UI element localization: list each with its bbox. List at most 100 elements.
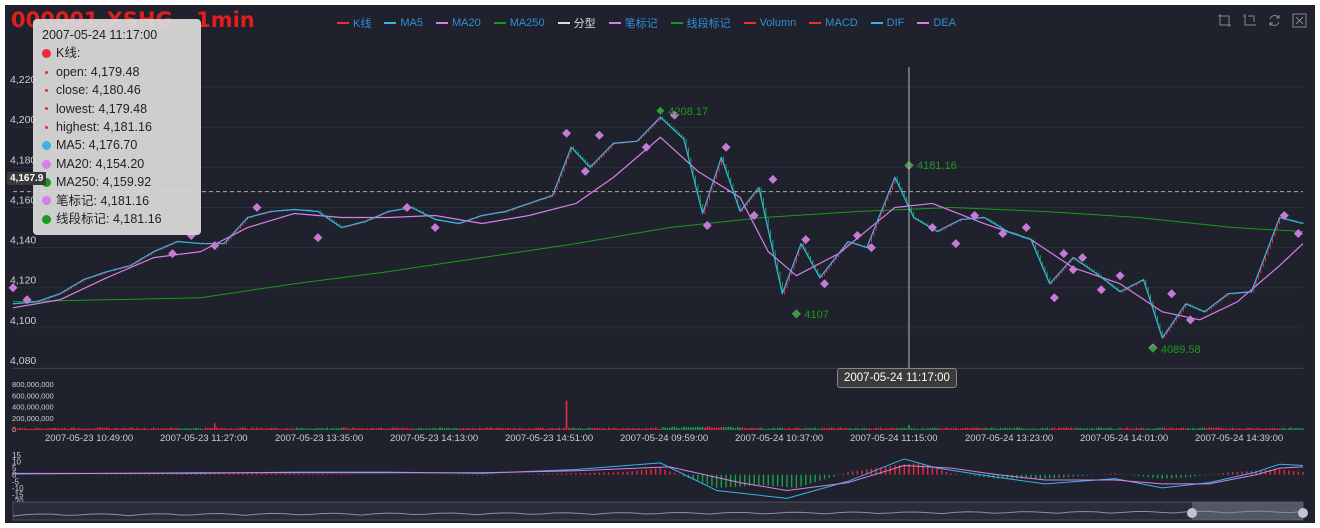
macd-bar bbox=[251, 473, 253, 475]
volume-bar bbox=[1210, 427, 1213, 430]
volume-bar bbox=[335, 428, 338, 430]
bi-marker bbox=[820, 279, 830, 289]
zoom-rect-icon[interactable] bbox=[1217, 13, 1232, 28]
volume-bar bbox=[945, 427, 948, 430]
zoom-reset-icon[interactable] bbox=[1242, 13, 1257, 28]
volume-bar bbox=[178, 428, 181, 430]
legend-item[interactable]: MA20 bbox=[435, 15, 481, 31]
volume-bar bbox=[896, 428, 899, 430]
bi-marker bbox=[749, 210, 759, 220]
volume-bar bbox=[1102, 428, 1105, 430]
macd-bar bbox=[978, 474, 981, 477]
bi-marker bbox=[402, 202, 412, 212]
legend-item[interactable]: 线段标记 bbox=[670, 15, 731, 31]
volume-bar bbox=[905, 428, 908, 430]
macd-bar bbox=[1044, 474, 1046, 479]
volume-bar bbox=[659, 428, 662, 430]
volume-bar bbox=[328, 428, 331, 430]
y-tick-label: 4,080 bbox=[10, 355, 36, 367]
macd-bar bbox=[790, 474, 793, 488]
volume-bar bbox=[87, 428, 89, 430]
legend-item[interactable]: K线 bbox=[337, 15, 371, 31]
volume-bar bbox=[136, 427, 139, 430]
volume-bar bbox=[537, 427, 540, 430]
macd-bar bbox=[195, 473, 197, 475]
volume-bar bbox=[14, 428, 17, 430]
volume-bar bbox=[776, 427, 779, 430]
macd-bar bbox=[725, 474, 727, 488]
volume-bar bbox=[1027, 428, 1030, 430]
legend-item[interactable]: DEA bbox=[917, 15, 956, 31]
volume-bar bbox=[150, 428, 153, 430]
volume-bar bbox=[56, 427, 59, 430]
volume-bar bbox=[645, 427, 648, 430]
volume-bar bbox=[406, 428, 408, 430]
macd-bar bbox=[1292, 471, 1295, 475]
volume-bar bbox=[680, 427, 683, 430]
volume-bar bbox=[589, 427, 591, 430]
volume-bar bbox=[1126, 427, 1128, 430]
volume-bar bbox=[206, 427, 209, 430]
volume-bar bbox=[1288, 427, 1290, 430]
macd-tick-label: 5 bbox=[12, 464, 17, 473]
macd-bar bbox=[331, 474, 333, 475]
datazoom-handle-left[interactable] bbox=[1187, 508, 1197, 518]
macd-bar bbox=[204, 473, 207, 475]
macd-bar bbox=[823, 474, 826, 480]
macd-bar bbox=[931, 467, 934, 475]
volume-bar bbox=[593, 428, 596, 430]
volume-bar bbox=[265, 428, 268, 430]
volume-bar bbox=[134, 428, 136, 430]
legend-swatch bbox=[557, 22, 570, 24]
volume-bar bbox=[772, 427, 774, 430]
kline-chart[interactable]: 4,080 4,100 4,120 4,140 4,160 4,180 4,200 4,220… bbox=[5, 5, 1315, 523]
volume-bar bbox=[230, 428, 232, 430]
macd-bar bbox=[1222, 473, 1224, 475]
tooltip-row: MA5: 4,176.70 bbox=[42, 136, 192, 154]
save-image-icon[interactable] bbox=[1292, 13, 1307, 28]
volume-bar bbox=[1070, 427, 1072, 430]
y-tick-label: 4,100 bbox=[10, 315, 36, 327]
macd-bar bbox=[1255, 470, 1257, 475]
volume-bar bbox=[366, 428, 368, 430]
macd-bar bbox=[1114, 473, 1117, 475]
volume-bar bbox=[804, 427, 807, 430]
legend-label: MACD bbox=[825, 17, 858, 29]
macd-bar bbox=[481, 474, 483, 476]
macd-bar bbox=[898, 464, 901, 475]
macd-bar bbox=[12, 474, 14, 476]
legend-item[interactable]: MACD bbox=[809, 15, 858, 31]
volume-bar bbox=[704, 427, 706, 430]
legend-item[interactable]: 笔标记 bbox=[608, 15, 658, 31]
legend-item[interactable]: DIF bbox=[870, 15, 905, 31]
macd-bar bbox=[157, 474, 160, 475]
legend-item[interactable]: MA5 bbox=[384, 15, 423, 31]
legend-item[interactable]: MA250 bbox=[493, 15, 545, 31]
volume-bar bbox=[889, 428, 891, 430]
macd-bar bbox=[570, 473, 572, 475]
legend-item[interactable]: Volumn bbox=[743, 15, 796, 31]
volume-bar bbox=[643, 428, 645, 430]
macd-bar bbox=[734, 474, 737, 487]
volume-bar bbox=[917, 428, 920, 430]
tooltip-marker bbox=[42, 141, 51, 151]
volume-bar bbox=[781, 427, 784, 430]
macd-bar bbox=[1006, 474, 1009, 479]
segment-marker bbox=[792, 309, 801, 318]
volume-bar bbox=[795, 427, 798, 430]
tooltip-marker bbox=[45, 70, 48, 74]
volume-bar bbox=[800, 428, 802, 430]
datazoom-track bbox=[12, 501, 1304, 521]
volume-bar bbox=[361, 428, 364, 430]
segment-label: 4107 bbox=[804, 309, 828, 321]
volume-bar bbox=[63, 427, 66, 430]
volume-bar bbox=[565, 400, 568, 430]
datazoom-handle-right[interactable] bbox=[1298, 508, 1308, 518]
volume-bar bbox=[636, 428, 638, 430]
legend-label: DIF bbox=[886, 17, 905, 29]
restore-icon[interactable] bbox=[1267, 13, 1282, 28]
bi-marker bbox=[721, 142, 731, 152]
volume-bar bbox=[971, 427, 974, 430]
legend-item[interactable]: 分型 bbox=[557, 15, 596, 31]
volume-bar bbox=[1067, 428, 1070, 430]
